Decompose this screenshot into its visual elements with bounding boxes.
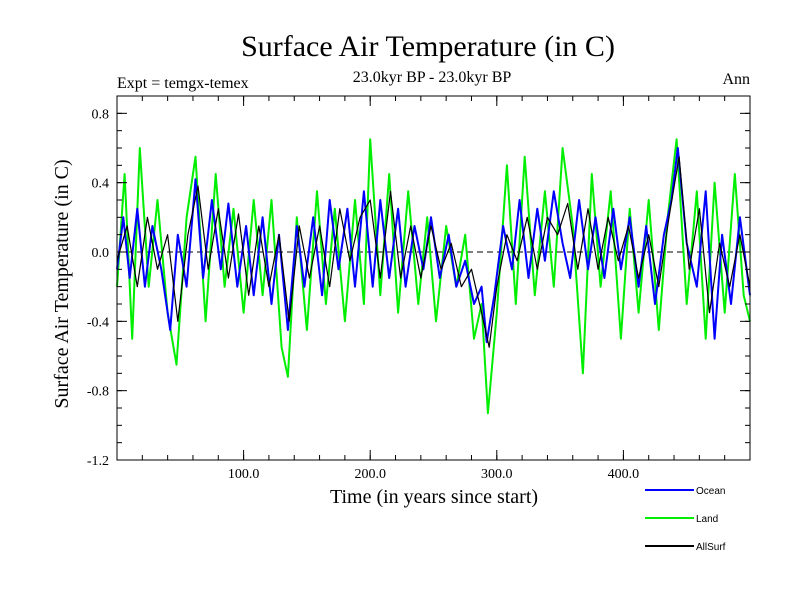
x-tick-label: 300.0 <box>481 467 513 482</box>
series-line-land <box>116 138 751 415</box>
x-axis-label: Time (in years since start) <box>330 486 538 508</box>
y-tick-label: 0.4 <box>92 177 110 192</box>
experiment-label: Expt = temgx-temex <box>117 75 249 92</box>
y-tick-label: -0.4 <box>87 315 109 330</box>
legend-label-ocean: Ocean <box>696 486 725 497</box>
y-tick-label: 0.0 <box>92 246 110 261</box>
x-tick-label: 400.0 <box>608 467 640 482</box>
y-tick-label: -0.8 <box>87 385 109 400</box>
x-tick-label: 100.0 <box>228 467 260 482</box>
plot-frame <box>116 95 751 461</box>
y-axis-label: Surface Air Temperature (in C) <box>51 159 73 408</box>
series-line-allsurf <box>116 156 751 348</box>
legend-label-allsurf: AllSurf <box>696 542 726 553</box>
x-tick-label: 200.0 <box>354 467 386 482</box>
legend: Ocean Land AllSurf <box>645 486 726 553</box>
chart-title: Surface Air Temperature (in C) <box>241 30 615 63</box>
y-tick-label: 0.8 <box>92 107 110 122</box>
season-label: Ann <box>722 71 750 88</box>
legend-label-land: Land <box>696 514 718 525</box>
chart-subtitle: 23.0kyr BP - 23.0kyr BP <box>353 69 512 86</box>
y-tick-label: -1.2 <box>87 454 109 469</box>
